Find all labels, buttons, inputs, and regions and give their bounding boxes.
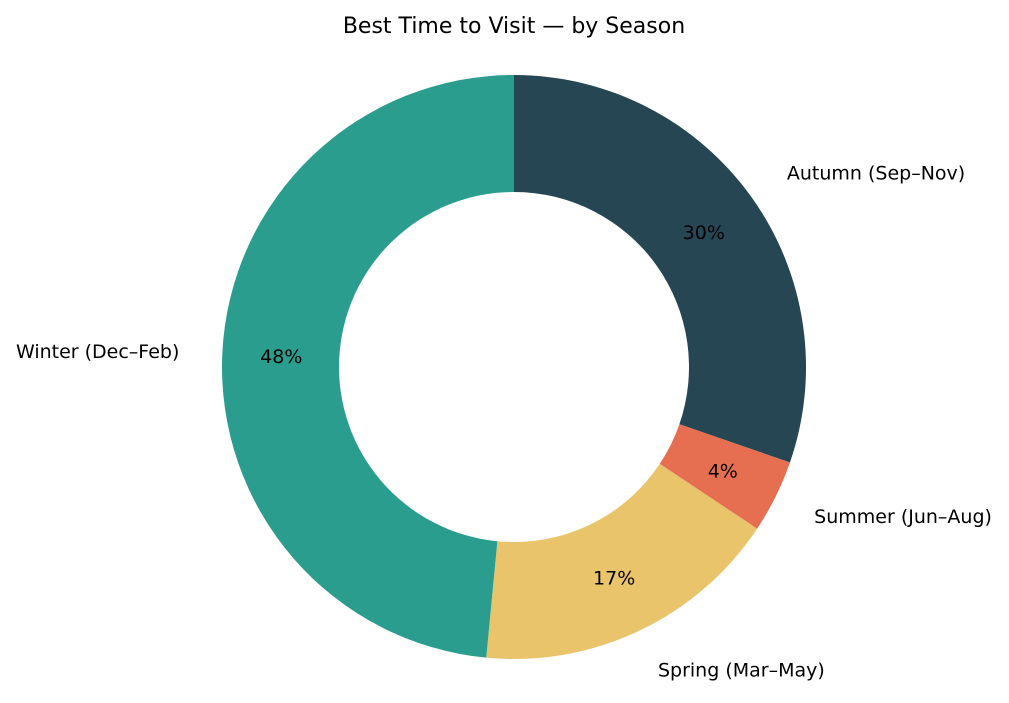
slice-summer bbox=[659, 424, 790, 529]
slice-label-summer: Summer (Jun–Aug) bbox=[814, 506, 992, 528]
pct-label-summer: 4% bbox=[708, 460, 738, 482]
slice-label-winter: Winter (Dec–Feb) bbox=[16, 341, 179, 363]
labels-layer: 30% Autumn (Sep–Nov) 4% Summer (Jun–Aug) 17%… bbox=[16, 163, 992, 682]
slice-winter bbox=[221, 75, 514, 658]
slice-spring bbox=[486, 463, 758, 659]
pct-label-winter: 48% bbox=[260, 346, 302, 368]
chart-title: Best Time to Visit — by Season bbox=[343, 14, 685, 39]
slice-autumn bbox=[514, 75, 806, 463]
slice-label-autumn: Autumn (Sep–Nov) bbox=[787, 163, 965, 185]
slice-label-spring: Spring (Mar–May) bbox=[658, 659, 825, 681]
slices-layer bbox=[221, 75, 806, 659]
pct-label-autumn: 30% bbox=[683, 222, 725, 244]
pct-label-spring: 17% bbox=[593, 567, 635, 589]
